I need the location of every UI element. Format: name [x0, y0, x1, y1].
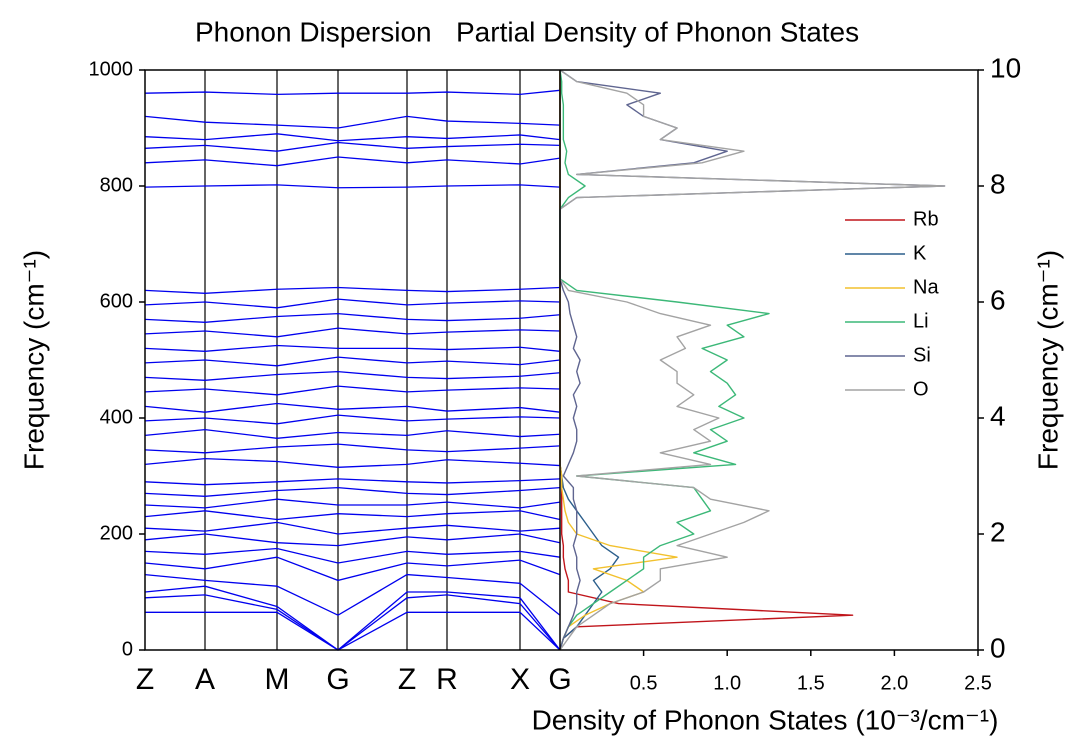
legend-label: Na [913, 276, 939, 298]
dos-line [559, 70, 678, 651]
y2-tick-label: 6 [990, 284, 1006, 315]
y2-tick-label: 2 [990, 516, 1006, 547]
band [144, 478, 561, 486]
band [144, 298, 561, 309]
y2-tick-label: 10 [990, 52, 1021, 83]
legend-label: Si [913, 344, 931, 366]
band [144, 443, 561, 454]
band [144, 457, 561, 468]
k-point-label: Z [398, 663, 416, 696]
k-point-label: A [195, 663, 215, 696]
y2-tick-label: 4 [990, 400, 1006, 431]
k-point-label: Z [136, 663, 154, 696]
band [144, 89, 561, 96]
band [144, 498, 561, 509]
band [144, 547, 561, 564]
band [144, 521, 561, 535]
band [144, 156, 561, 167]
chart-title: Phonon Dispersion [195, 16, 432, 47]
chart-title: Partial Density of Phonon States [456, 16, 859, 47]
x-tick-label: 1.5 [797, 672, 825, 694]
band [144, 428, 561, 439]
band [144, 533, 561, 547]
dos-line [559, 69, 770, 651]
band [144, 141, 561, 152]
legend-label: K [913, 242, 927, 264]
band [144, 585, 561, 651]
k-point-label: R [436, 663, 458, 696]
y-tick-label: 800 [100, 174, 133, 196]
k-point-label: G [326, 663, 349, 696]
y-tick-label: 200 [100, 522, 133, 544]
dos-line [559, 69, 946, 651]
dos-line [559, 69, 946, 651]
y-tick-label: 400 [100, 406, 133, 428]
x-axis-label: Density of Phonon States (10⁻³/cm⁻¹) [532, 704, 999, 735]
legend-label: O [913, 378, 929, 400]
y-tick-label: 600 [100, 290, 133, 312]
band [145, 611, 561, 651]
x-tick-label: 2.0 [880, 672, 908, 694]
band [144, 133, 561, 142]
x-tick-label: 1.0 [713, 672, 741, 694]
legend-label: Rb [913, 208, 939, 230]
plot-frame [144, 69, 979, 651]
band [144, 312, 561, 323]
band [144, 356, 561, 367]
k-point-label: X [510, 663, 530, 696]
band [144, 402, 561, 413]
band [144, 115, 561, 129]
x-tick-label: 2.5 [964, 672, 992, 694]
band [144, 370, 561, 381]
band [144, 556, 561, 582]
band [144, 184, 561, 189]
k-point-label: M [265, 663, 290, 696]
y-axis-label: Frequency (cm⁻¹) [18, 250, 49, 470]
band [144, 486, 561, 497]
y-tick-label: 0 [122, 638, 133, 660]
dos-line [559, 70, 620, 651]
dos-line [559, 70, 854, 651]
band [144, 414, 561, 425]
band [144, 510, 561, 521]
legend-label: Li [913, 310, 929, 332]
k-point-label: G [548, 663, 571, 696]
band [144, 344, 561, 352]
y2-tick-label: 0 [990, 632, 1006, 663]
x-tick-label: 0.5 [630, 672, 658, 694]
band [144, 327, 561, 338]
band [144, 594, 561, 651]
band [144, 573, 561, 616]
y2-tick-label: 8 [990, 168, 1006, 199]
band [144, 385, 561, 396]
y2-axis-label: Frequency (cm⁻¹) [1032, 250, 1063, 470]
band [144, 286, 561, 294]
y-tick-label: 1000 [89, 58, 134, 80]
